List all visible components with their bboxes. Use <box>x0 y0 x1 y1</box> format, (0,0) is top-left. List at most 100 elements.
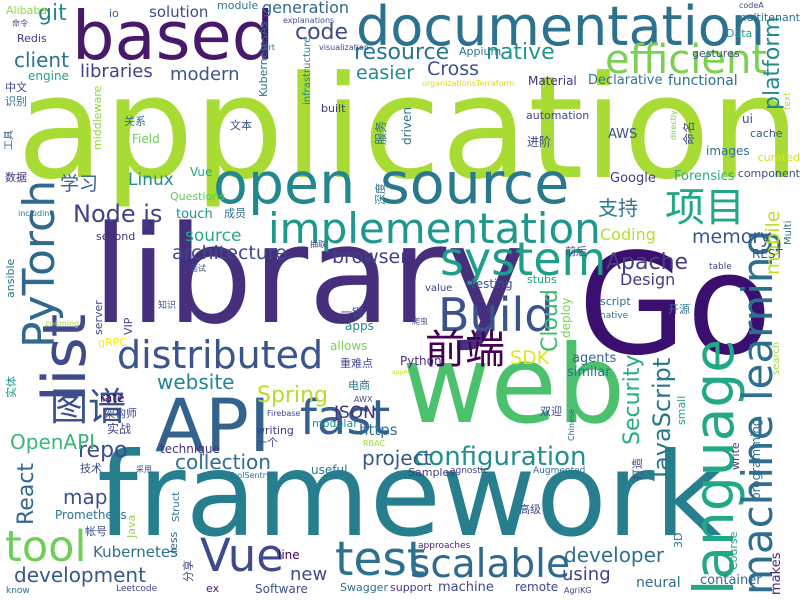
word-using: using <box>562 564 611 585</box>
word-solution: solution <box>149 3 209 21</box>
word-writing: small <box>675 395 688 425</box>
word-shiti: images <box>706 144 750 158</box>
word-augmented: know <box>6 586 30 596</box>
word-rest: module <box>217 0 259 12</box>
word-googlers: middleware <box>91 85 104 150</box>
word-gaoji: 技术 <box>80 462 102 475</box>
word-code: code <box>295 20 349 45</box>
word-ansible: less <box>167 531 180 553</box>
word-scalable: scalable <box>410 542 570 587</box>
word-know: Data <box>726 27 753 40</box>
word-redis: VIP <box>122 317 135 335</box>
word-linux: Linux <box>128 170 174 190</box>
word-apache: Apache <box>606 250 689 275</box>
word-lushang: 命令 <box>12 19 28 28</box>
word-makes: neural <box>636 575 681 591</box>
word-container: machine <box>438 580 494 595</box>
word-fast: fast <box>300 390 391 446</box>
word-apps: apps <box>345 319 374 333</box>
word-including: AWX <box>354 395 373 404</box>
word-struct: ex <box>206 582 220 595</box>
word-jiagoushi: 电商 <box>348 379 370 392</box>
word-toolsentry: Leetcode <box>116 584 158 594</box>
word-distributed: distributed <box>117 333 324 377</box>
word-vip: Field <box>132 132 160 146</box>
word-multitenant: codeA <box>739 1 764 10</box>
word-testing: testing <box>471 277 513 291</box>
word-google: Google <box>610 171 656 186</box>
word-mianshi: 前后 <box>565 245 587 258</box>
word-touch: ui <box>742 112 753 126</box>
word-repo: repo <box>78 438 128 463</box>
word-agrikg: native <box>600 311 629 321</box>
word-prometheus: Multi <box>783 220 794 245</box>
word-configuration: configuration <box>414 442 587 472</box>
word-driven: infrastructure <box>302 36 313 105</box>
word-chengyuan: 命名 <box>682 120 696 145</box>
word-dianshang: 一键 <box>341 306 363 319</box>
word-fuwu: 工具 <box>4 130 15 150</box>
word-vue2: Vue <box>190 165 213 179</box>
word-mingling: 高级 <box>519 503 541 516</box>
word-tupu: 图谱 <box>50 385 127 429</box>
word-jinjie: 关系 <box>124 115 146 128</box>
word-swagger: 3D <box>672 532 685 548</box>
word-browser: browser <box>332 246 409 268</box>
word-software: Prometheus <box>55 508 127 522</box>
word-memory: memory <box>692 226 772 248</box>
word-curated: stubs <box>527 273 557 286</box>
word-efficient: efficient <box>605 37 768 83</box>
word-https: https <box>359 421 398 439</box>
word-middleware: server <box>92 300 105 335</box>
word-line: Python <box>400 354 442 368</box>
word-rbac: agnostic <box>450 466 489 476</box>
word-multi: REST <box>752 247 783 261</box>
word-fenxiang: 帐号 <box>85 525 107 538</box>
word-wenben: 识别 <box>5 95 27 108</box>
word-chinese: ToolSentry <box>229 471 271 480</box>
word-implementation: implementation <box>268 204 601 253</box>
word-developer: developer <box>564 543 665 567</box>
word-zhichi: 支持 <box>598 196 638 220</box>
word-directly: zooming <box>45 319 80 328</box>
word-neural: support <box>390 581 433 594</box>
word-zhishi: 开源 <box>668 303 690 316</box>
word-generation: generation <box>262 0 350 17</box>
word-appium: directly <box>669 110 678 140</box>
word-programming: makes <box>769 552 784 595</box>
word-useful: container <box>700 573 762 588</box>
word-machine: Software <box>255 582 308 596</box>
word-automation: second <box>96 230 136 243</box>
word-qianduan: 前端 <box>425 327 505 373</box>
word-io: gRPC <box>98 336 127 349</box>
word-pachong: 面试 <box>190 264 206 273</box>
word-module: Redis <box>17 32 47 45</box>
word-xuexi: 学习 <box>60 173 99 195</box>
word-platform: platform <box>760 16 785 110</box>
word-visualization: organizationsTerraform <box>422 79 515 88</box>
word-mingming: 文本 <box>230 119 252 132</box>
word-value: io <box>109 7 119 20</box>
word-shizhan: touch <box>176 207 213 222</box>
word-new: new <box>290 564 328 585</box>
word-go: Go <box>578 224 773 387</box>
word-guanxi: 中文 <box>5 81 27 94</box>
word-nodejs: Node js <box>73 200 163 228</box>
word-web: web <box>402 323 626 448</box>
word-script: curated <box>757 151 800 164</box>
word-kaiyuan: 深度 <box>374 183 387 205</box>
word-yijian: 抽取 <box>310 240 326 249</box>
word-based: based <box>72 0 275 75</box>
word-support: line <box>278 548 300 562</box>
word-map: map <box>63 485 108 509</box>
word-website: website <box>157 370 235 394</box>
word-open: open <box>213 151 356 217</box>
word-security: Security <box>620 354 645 445</box>
word-api: API <box>155 384 271 469</box>
word-yige: 重难点 <box>340 357 373 370</box>
word-kubernetesas: text <box>783 92 793 110</box>
word-table: built <box>321 102 346 115</box>
word-built: automation <box>526 109 590 122</box>
word-explanations: Art <box>263 43 275 52</box>
word-qianhou: 数据 <box>5 171 27 184</box>
